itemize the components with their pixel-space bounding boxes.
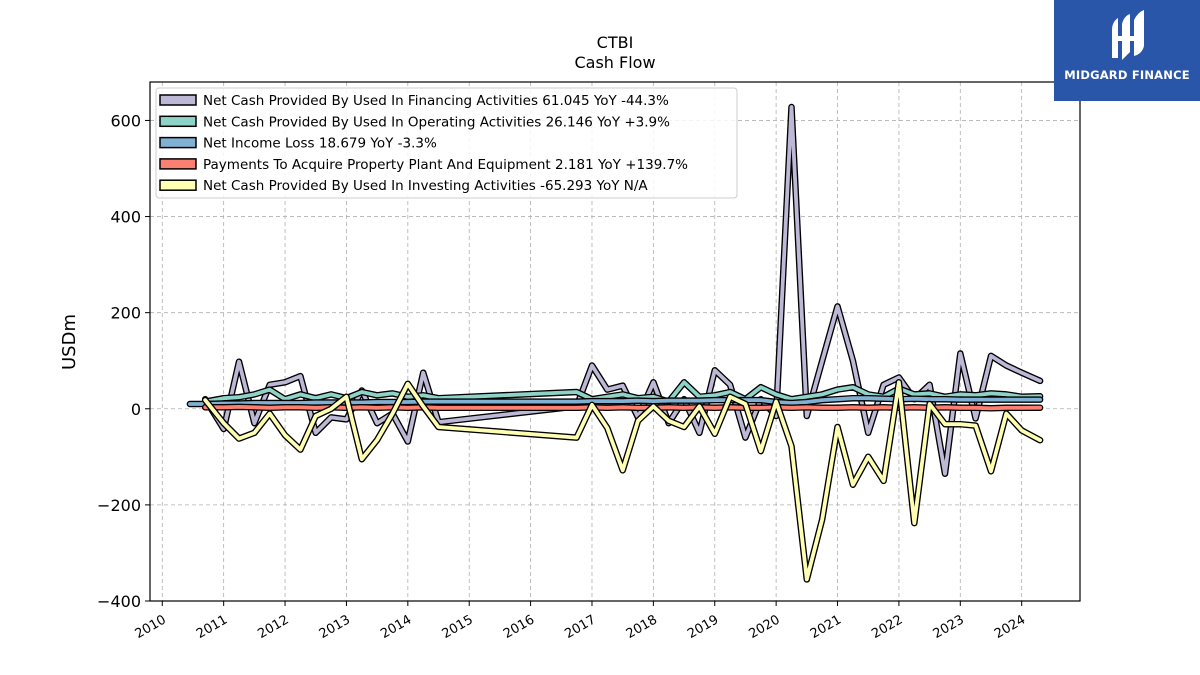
plot-frame — [149, 81, 1081, 602]
x-tick-label: 2023 — [931, 612, 967, 642]
x-tick-label: 2016 — [501, 612, 537, 642]
series-layer — [186, 103, 1044, 583]
legend-label: Payments To Acquire Property Plant And E… — [203, 157, 688, 173]
legend-swatch — [159, 179, 197, 191]
legend-label: Net Income Loss 18.679 YoY -3.3% — [203, 136, 437, 152]
chart-subtitle: Cash Flow — [574, 53, 655, 72]
y-tick-label: −400 — [97, 592, 141, 611]
legend-item: Net Income Loss 18.679 YoY -3.3% — [159, 136, 437, 152]
x-tick-label: 2013 — [317, 612, 353, 642]
x-tick-label: 2012 — [255, 612, 291, 642]
x-tick-label: 2020 — [747, 612, 783, 642]
y-axis-label: USDm — [59, 314, 80, 370]
y-tick-label: 600 — [110, 111, 141, 130]
x-tick-label: 2015 — [440, 612, 476, 642]
legend-label: Net Cash Provided By Used In Financing A… — [203, 93, 669, 109]
legend-item: Net Cash Provided By Used In Operating A… — [159, 114, 670, 130]
series-line — [203, 380, 1042, 404]
series-net-cash-provided-by-used-in-investing-activities — [201, 379, 1044, 583]
legend-box — [155, 87, 738, 199]
x-tick-label: 2019 — [685, 612, 721, 642]
legend-label: Net Cash Provided By Used In Operating A… — [203, 114, 670, 130]
legend-swatch — [159, 158, 197, 170]
x-tick-label: 2022 — [869, 612, 905, 642]
series-net-income-loss — [186, 394, 1044, 408]
y-tick-label: 200 — [110, 304, 141, 323]
y-tick-label: 0 — [131, 400, 141, 419]
series-line — [203, 404, 1042, 411]
x-axis-ticks: 2010 2011 2012 2013 2014 2015 2016 2017 2018 2019… — [133, 601, 1028, 642]
x-tick-label: 2017 — [562, 612, 598, 642]
legend-swatch — [159, 115, 197, 128]
legend-label: Net Cash Provided By Used In Investing A… — [203, 178, 648, 194]
midgard-finance-logo: MIDGARD FINANCE — [1054, 0, 1200, 101]
midgard-logo-icon — [1112, 10, 1144, 60]
legend-item: Net Cash Provided By Used In Financing A… — [159, 93, 669, 109]
legend-item: Payments To Acquire Property Plant And E… — [159, 157, 688, 173]
y-axis-ticks: −400 −200 0 200 400 600 — [97, 111, 150, 611]
series-payments-to-acquire-property-plant-and-equipment — [201, 403, 1044, 412]
x-tick-label: 2014 — [378, 612, 414, 642]
x-tick-label: 2018 — [624, 612, 660, 642]
series-line — [203, 380, 1042, 582]
x-tick-label: 2024 — [992, 612, 1028, 642]
logo-text: MIDGARD FINANCE — [1064, 68, 1190, 82]
x-tick-label: 2010 — [133, 612, 169, 642]
series-outline — [201, 379, 1044, 583]
x-tick-label: 2011 — [194, 612, 230, 642]
legend-item: Net Cash Provided By Used In Investing A… — [159, 178, 648, 194]
x-tick-label: 2021 — [808, 612, 844, 642]
series-net-cash-provided-by-used-in-operating-activities — [201, 379, 1044, 405]
y-tick-label: −200 — [97, 496, 141, 515]
series-line — [187, 396, 1042, 406]
legend-swatch — [159, 94, 197, 106]
legend: Net Cash Provided By Used In Financing A… — [155, 87, 738, 199]
y-tick-label: 400 — [110, 208, 141, 227]
chart-title: CTBI — [597, 33, 634, 52]
legend-swatch — [159, 136, 197, 149]
